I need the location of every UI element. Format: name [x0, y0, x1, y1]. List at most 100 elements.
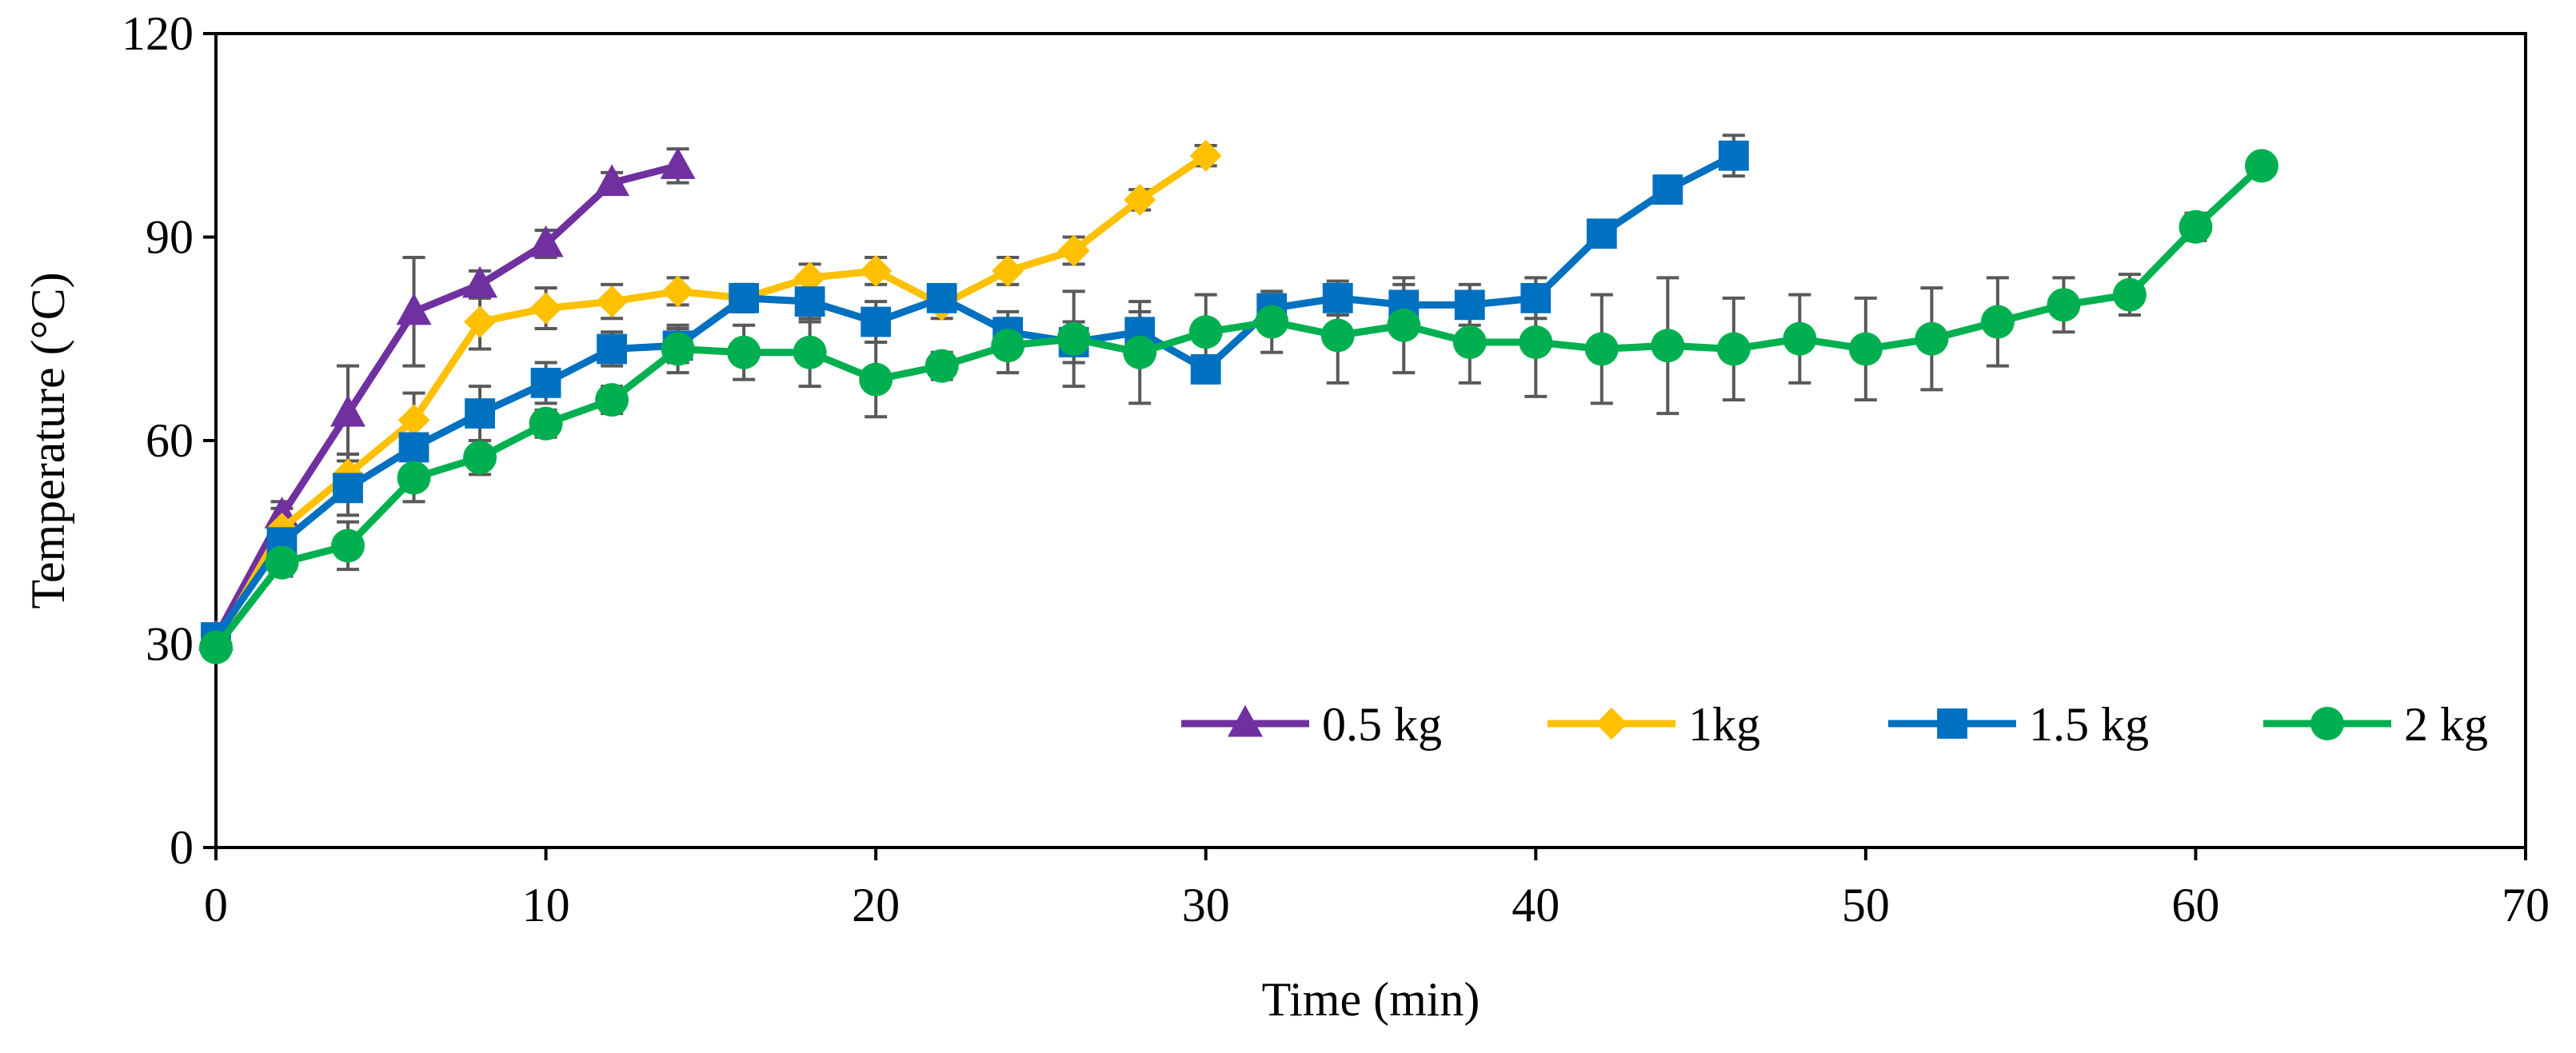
data-point	[1452, 325, 1487, 359]
data-point	[861, 306, 892, 337]
data-point	[1189, 139, 1222, 172]
data-point	[1387, 308, 1421, 342]
x-tick-label: 20	[852, 879, 900, 931]
axes: 0 30 60 90 120 0 10 20 30 40 50 60 70 Time (min) Tempe…	[22, 7, 2550, 1026]
data-point	[860, 254, 893, 287]
data-point	[397, 461, 431, 495]
data-point	[1586, 218, 1617, 249]
data-point	[1783, 321, 1817, 356]
data-point	[528, 225, 564, 257]
y-tick-label: 30	[146, 618, 194, 671]
data-point	[1322, 282, 1353, 313]
legend-swatch-marker	[1596, 708, 1627, 740]
data-point	[595, 383, 629, 417]
data-point	[1320, 318, 1355, 353]
data-point	[199, 630, 233, 664]
series-2kg	[199, 149, 2278, 664]
data-point	[463, 441, 497, 475]
data-point	[2244, 149, 2278, 183]
data-point	[926, 282, 957, 313]
data-point	[992, 254, 1024, 287]
data-point	[1454, 289, 1485, 321]
y-tick-label: 0	[170, 821, 194, 874]
legend-label: 2 kg	[2404, 698, 2488, 751]
data-point	[594, 164, 630, 197]
legend-item: 0.5 kg	[1181, 698, 1442, 751]
data-point	[2112, 277, 2147, 312]
data-point	[1190, 354, 1221, 385]
data-point	[330, 394, 366, 427]
data-point	[2179, 209, 2213, 244]
series-1-5kg	[201, 140, 1749, 652]
data-point	[1056, 321, 1091, 356]
data-point	[462, 265, 498, 298]
data-point	[1520, 282, 1552, 313]
legend: 0.5 kg 1kg 1.5 kg 2 kg	[1181, 698, 2488, 751]
x-tick-label: 40	[1512, 879, 1560, 931]
data-point	[331, 528, 365, 563]
data-point	[859, 362, 893, 397]
data-point	[729, 282, 760, 313]
data-point	[1584, 332, 1619, 366]
legend-item: 2 kg	[2263, 698, 2488, 751]
x-tick-label: 30	[1182, 879, 1230, 931]
data-point	[529, 406, 563, 441]
data-point	[1651, 329, 1685, 363]
data-point	[529, 292, 562, 325]
x-tick-label: 50	[1842, 879, 1890, 931]
x-axis-title: Time (min)	[1262, 973, 1480, 1026]
data-point	[465, 398, 495, 429]
data-point	[530, 367, 561, 398]
data-point	[1188, 315, 1223, 349]
series-line	[213, 152, 1208, 646]
data-point	[1716, 332, 1751, 366]
x-tick-label: 10	[522, 879, 570, 931]
data-point	[1652, 174, 1683, 205]
data-point	[1718, 140, 1749, 171]
data-point	[1124, 183, 1156, 216]
legend-swatch-marker	[2310, 707, 2344, 740]
data-point	[265, 545, 299, 580]
legend-label: 0.5 kg	[1322, 698, 1442, 751]
y-axis-title: Temperature (°C)	[22, 272, 74, 608]
data-point	[1255, 305, 1289, 339]
data-point	[925, 349, 959, 383]
x-tick-label: 70	[2502, 879, 2550, 931]
data-point	[464, 305, 497, 338]
data-point	[596, 285, 629, 318]
series-line	[213, 152, 1735, 640]
legend-swatch-marker	[1937, 708, 1967, 739]
data-point	[1980, 305, 2015, 339]
legend-label: 1kg	[1688, 698, 1760, 751]
legend-item: 1kg	[1548, 698, 1760, 751]
x-tick-label: 0	[204, 879, 228, 931]
legend-item: 1.5 kg	[1888, 698, 2149, 751]
data-point	[1123, 335, 1157, 369]
data-point	[793, 335, 827, 369]
data-point	[991, 329, 1025, 363]
data-point	[661, 332, 695, 366]
legend-label: 1.5 kg	[2029, 698, 2149, 751]
legend-swatch-marker	[1228, 704, 1263, 737]
x-tick-label: 60	[2171, 879, 2219, 931]
y-tick-label: 120	[122, 7, 194, 60]
data-point	[794, 286, 825, 317]
series-line	[213, 163, 2264, 650]
data-point	[660, 147, 696, 179]
data-point	[661, 275, 694, 308]
data-point	[793, 261, 826, 294]
data-point	[1057, 234, 1090, 267]
data-point	[398, 432, 429, 463]
y-tick-label: 60	[146, 414, 194, 467]
series-1kg	[200, 139, 1222, 660]
data-point	[396, 293, 432, 325]
data-point	[727, 335, 761, 369]
data-point	[597, 333, 627, 365]
series-layer	[198, 139, 2278, 664]
data-point	[1848, 332, 1883, 366]
data-point	[2047, 288, 2081, 322]
data-point	[333, 473, 363, 504]
data-point	[397, 404, 430, 437]
data-point	[1519, 325, 1553, 359]
